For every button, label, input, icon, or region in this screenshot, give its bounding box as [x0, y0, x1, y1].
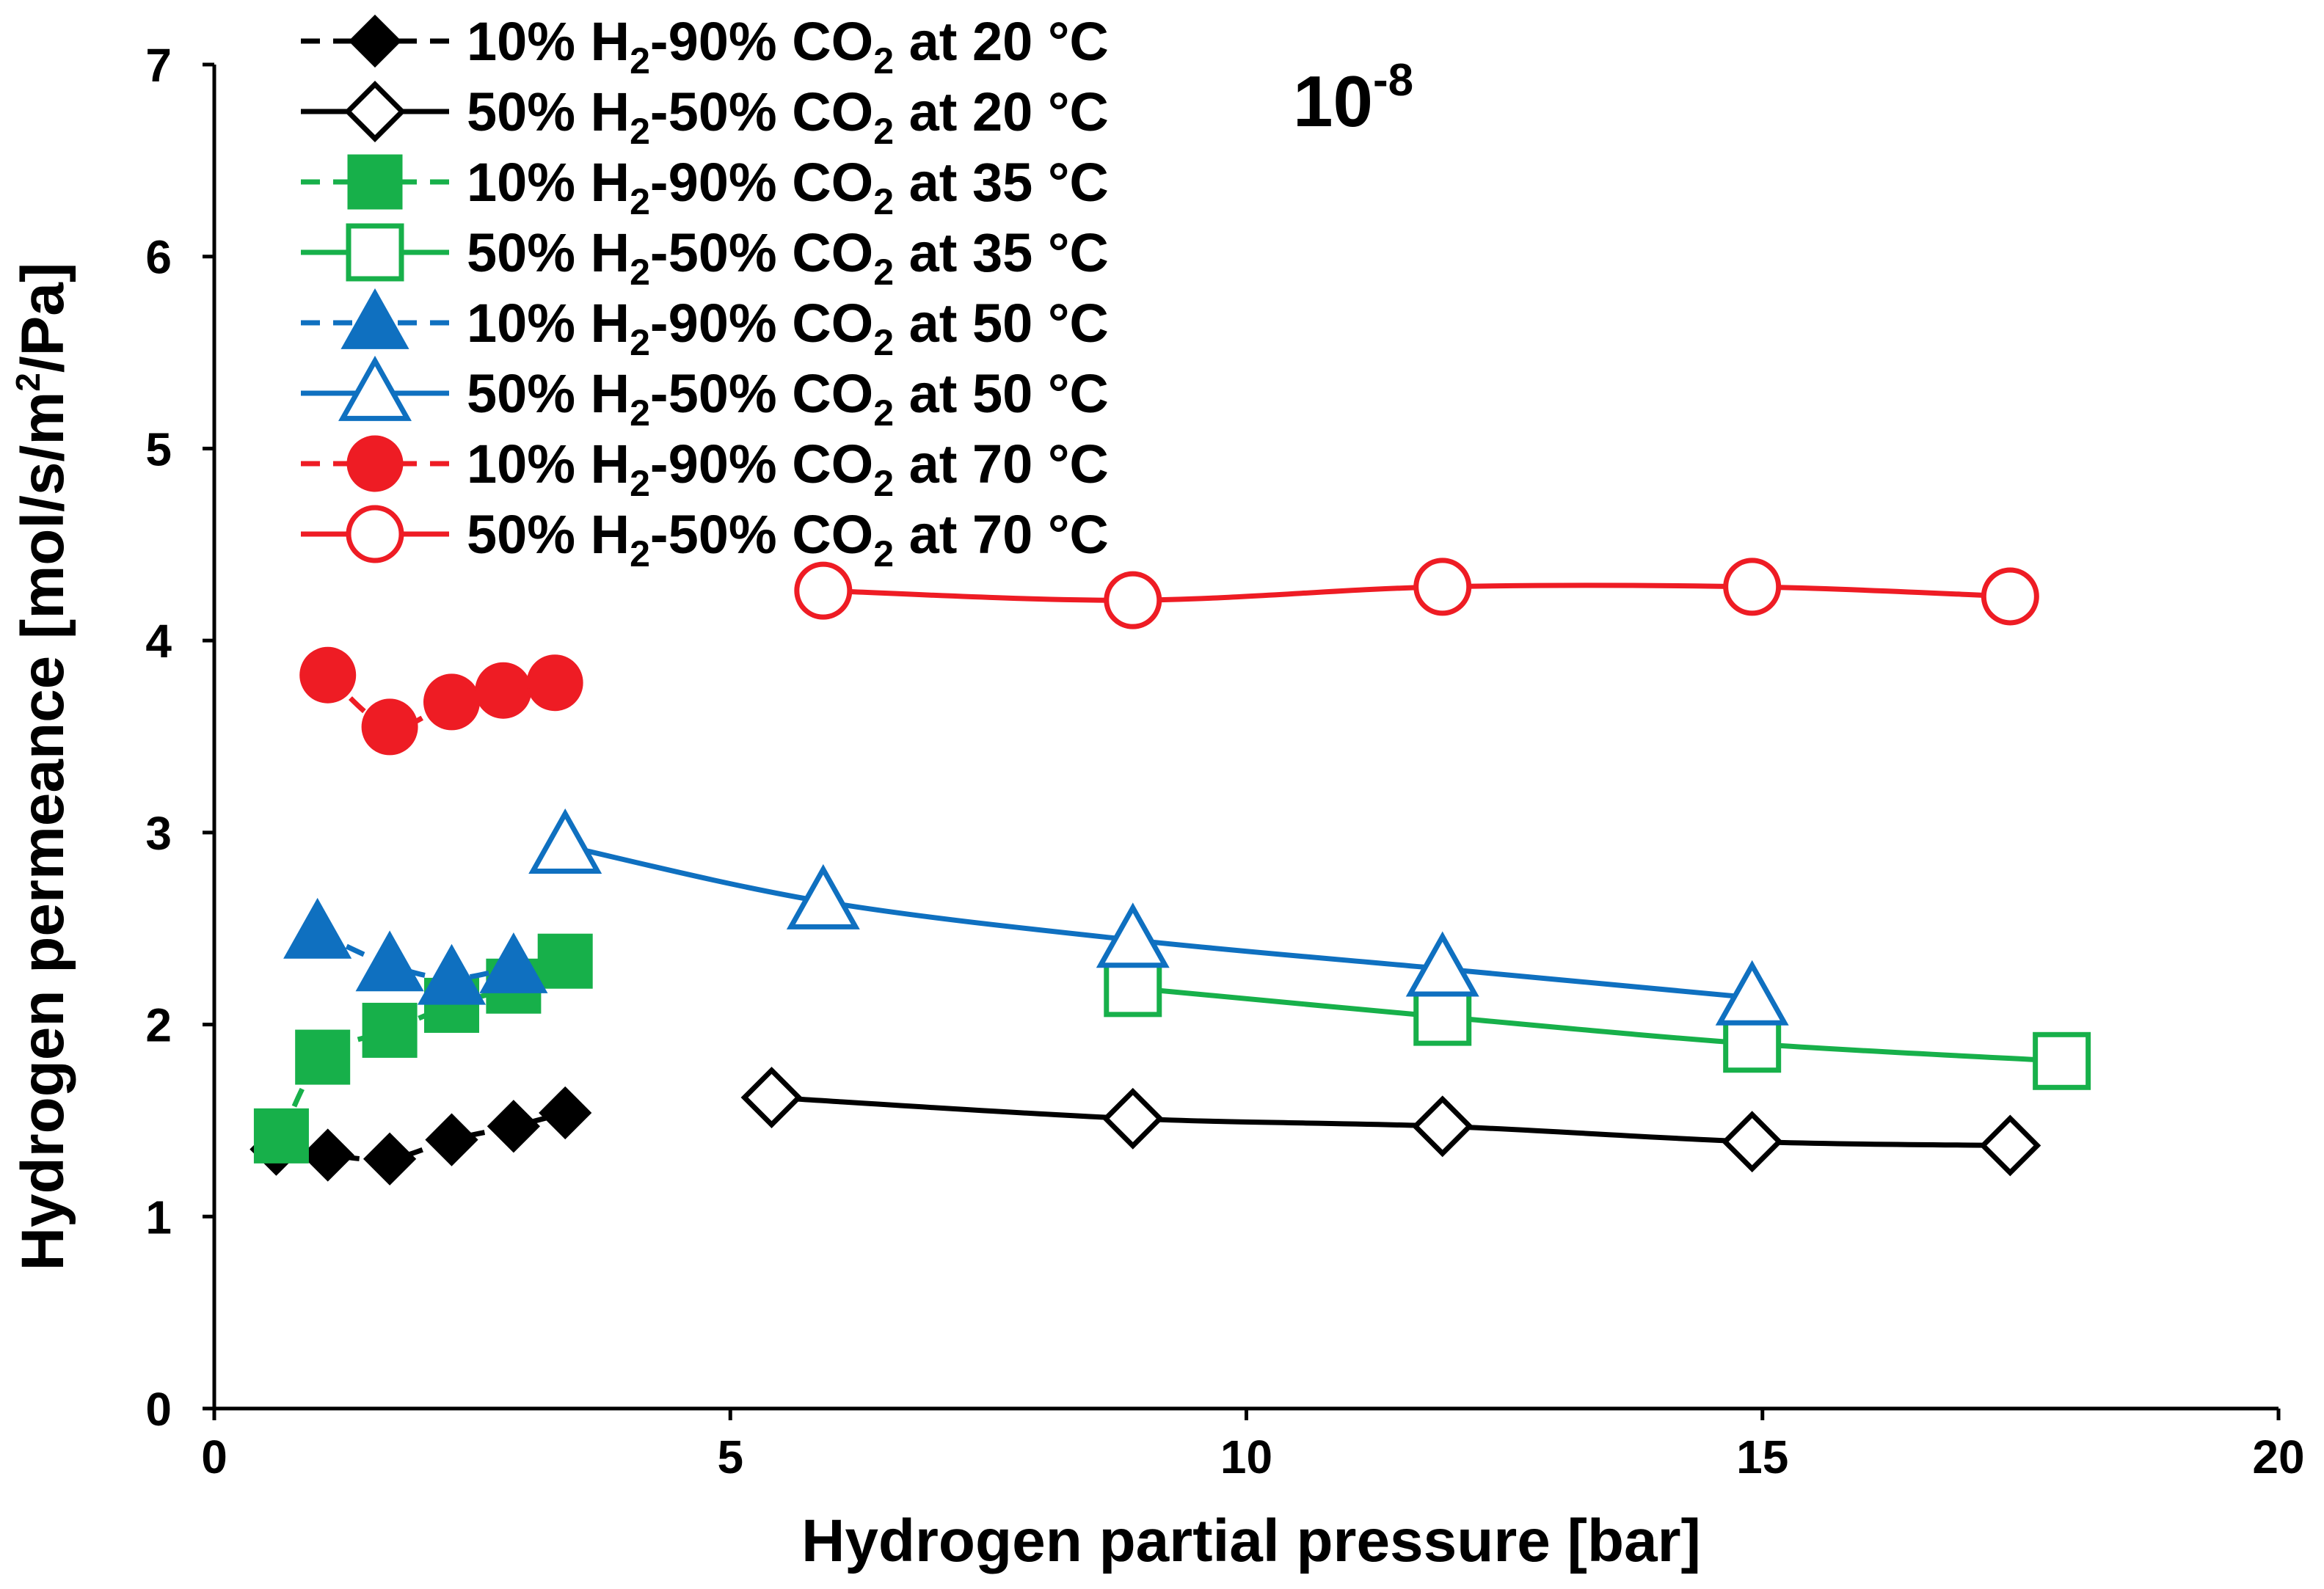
- legend-entry: 10% H2-90% CO2 at 50 °C: [301, 288, 1109, 363]
- series-4: [1104, 959, 2091, 1090]
- y-tick-label: 7: [145, 39, 172, 92]
- legend-entry: 50% H2-50% CO2 at 70 °C: [301, 504, 1109, 574]
- y-tick-label: 1: [145, 1191, 172, 1243]
- data-point: [526, 654, 583, 712]
- data-point: [301, 1128, 354, 1182]
- data-point: [355, 930, 424, 992]
- data-point: [253, 1108, 309, 1164]
- data-point: [528, 808, 602, 874]
- data-point: [362, 1002, 418, 1058]
- legend-marker: [344, 81, 406, 142]
- axis-ticks: 0 5 10 15 20 0 1 2 3 4 5 6 7: [145, 39, 2304, 1483]
- data-point: [1104, 959, 1162, 1018]
- data-point: [794, 561, 853, 620]
- x-tick-label: 0: [201, 1431, 227, 1483]
- legend-marker: [346, 505, 404, 563]
- x-tick-label: 5: [717, 1431, 743, 1483]
- legend-marker: [338, 355, 412, 421]
- data-point: [487, 1100, 541, 1153]
- series-6: [528, 808, 1789, 1026]
- data-point: [1413, 987, 1472, 1046]
- data-point: [1405, 931, 1479, 997]
- series-2: [740, 1067, 2041, 1177]
- data-point: [1101, 1087, 1164, 1150]
- legend-entry: 50% H2-50% CO2 at 20 °C: [301, 81, 1109, 152]
- series-line: [1132, 985, 2062, 1064]
- scale-factor-annotation: 10-8: [1293, 55, 1413, 142]
- data-point: [363, 1132, 417, 1186]
- data-point: [786, 863, 860, 929]
- series-line: [771, 1095, 2011, 1148]
- legend-entry: 50% H2-50% CO2 at 50 °C: [301, 355, 1109, 434]
- legend-entry: 50% H2-50% CO2 at 35 °C: [301, 222, 1109, 293]
- data-point: [1413, 558, 1472, 616]
- legend-marker: [347, 154, 403, 210]
- legend-label: 50% H2-50% CO2 at 70 °C: [467, 504, 1109, 574]
- data-point: [475, 662, 532, 719]
- series-7: [299, 646, 583, 756]
- legend-entry: 10% H2-90% CO2 at 70 °C: [301, 434, 1109, 504]
- series-3: [253, 933, 593, 1164]
- legend-marker: [348, 14, 402, 68]
- legend-entry: 10% H2-90% CO2 at 35 °C: [301, 152, 1109, 222]
- y-tick-label: 5: [145, 423, 172, 475]
- data-point: [1411, 1095, 1474, 1158]
- x-tick-label: 10: [1220, 1431, 1272, 1483]
- data-point: [2033, 1031, 2091, 1090]
- legend-label: 10% H2-90% CO2 at 35 °C: [467, 152, 1109, 222]
- legend-label: 50% H2-50% CO2 at 50 °C: [467, 363, 1109, 434]
- legend-label: 50% H2-50% CO2 at 35 °C: [467, 222, 1109, 293]
- legend-label: 10% H2-90% CO2 at 50 °C: [467, 293, 1109, 363]
- y-tick-label: 4: [145, 615, 172, 668]
- legend: 10% H2-90% CO2 at 20 °C50% H2-50% CO2 at…: [301, 11, 1109, 574]
- legend-label: 50% H2-50% CO2 at 20 °C: [467, 81, 1109, 152]
- data-point: [295, 1029, 351, 1085]
- data-point: [361, 698, 418, 756]
- data-point: [1721, 1111, 1783, 1173]
- legend-marker: [346, 435, 404, 492]
- data-point: [425, 1113, 478, 1166]
- data-point: [1723, 558, 1782, 616]
- data-point: [1096, 902, 1170, 968]
- legend-marker: [346, 223, 404, 282]
- legend-label: 10% H2-90% CO2 at 20 °C: [467, 11, 1109, 81]
- y-axis-title: Hydrogen permeance [mol/s/m2/Pa]: [9, 263, 76, 1271]
- series-line: [316, 929, 514, 982]
- data-point: [1104, 571, 1162, 629]
- legend-marker: [340, 288, 409, 349]
- y-tick-label: 0: [145, 1383, 172, 1436]
- x-tick-label: 20: [2252, 1431, 2304, 1483]
- series-layer: [249, 558, 2091, 1186]
- x-axis-title: Hydrogen partial pressure [bar]: [801, 1508, 1701, 1574]
- y-tick-label: 6: [145, 231, 172, 284]
- y-tick-label: 2: [145, 999, 172, 1052]
- legend-label: 10% H2-90% CO2 at 70 °C: [467, 434, 1109, 504]
- data-point: [1715, 960, 1789, 1026]
- x-tick-label: 15: [1736, 1431, 1788, 1483]
- data-point: [479, 932, 548, 993]
- legend-entry: 10% H2-90% CO2 at 20 °C: [301, 11, 1109, 81]
- data-point: [417, 943, 487, 1005]
- data-point: [1979, 1114, 2041, 1177]
- data-point: [539, 1086, 592, 1140]
- data-point: [299, 646, 357, 704]
- data-point: [1981, 567, 2039, 626]
- series-5: [283, 897, 548, 1005]
- y-tick-label: 3: [145, 807, 172, 860]
- data-point: [740, 1067, 803, 1128]
- data-point: [283, 897, 352, 959]
- data-point: [537, 933, 593, 989]
- data-point: [423, 673, 480, 731]
- series-8: [794, 558, 2039, 629]
